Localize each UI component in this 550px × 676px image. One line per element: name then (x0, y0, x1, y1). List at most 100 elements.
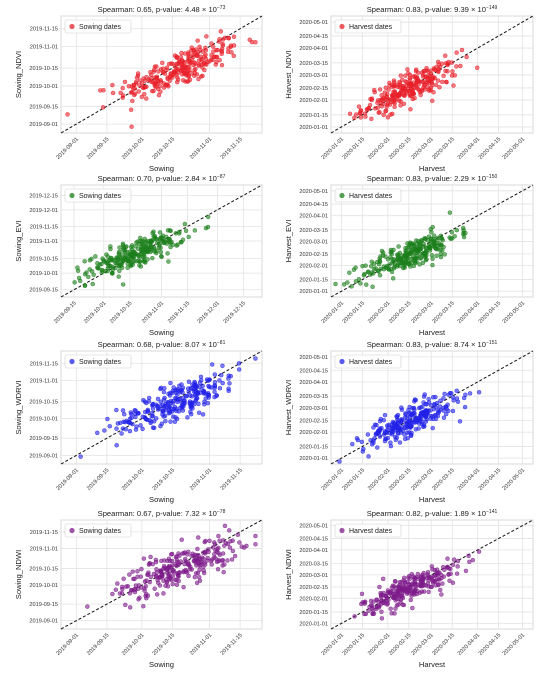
scatter-points (337, 388, 482, 464)
x-tick-label: 2019-10-15 (152, 136, 176, 160)
data-point (397, 425, 402, 431)
data-point (423, 236, 428, 242)
data-point (213, 62, 218, 67)
data-point (253, 533, 258, 539)
data-point (379, 616, 385, 621)
data-point (145, 248, 151, 254)
data-point (186, 389, 191, 395)
data-point (198, 559, 204, 565)
data-point (72, 280, 77, 285)
data-point (358, 115, 364, 120)
data-point (419, 419, 425, 424)
data-point (207, 538, 212, 544)
data-point (425, 569, 431, 575)
data-point (114, 407, 119, 413)
data-point (410, 88, 416, 93)
x-tick-label: 2019-10-01 (121, 467, 145, 491)
data-point (347, 270, 352, 275)
data-point (132, 576, 137, 582)
data-point (159, 254, 164, 259)
data-point (177, 383, 182, 388)
data-point (355, 437, 361, 443)
data-point (358, 108, 363, 114)
data-point (377, 584, 382, 590)
data-point (381, 112, 386, 118)
data-point (430, 82, 435, 88)
x-tick-label: 2019-10-15 (109, 300, 133, 324)
data-point (231, 34, 237, 39)
data-point (454, 388, 459, 394)
data-point (400, 85, 406, 91)
data-point (379, 248, 385, 254)
x-tick-label: 2020-01-15 (342, 467, 366, 491)
data-point (147, 561, 152, 566)
data-point (398, 430, 404, 435)
data-point (439, 79, 445, 85)
data-point (434, 567, 440, 572)
data-point (200, 73, 205, 79)
data-point (423, 257, 429, 263)
data-point (431, 243, 437, 249)
data-point (218, 29, 224, 34)
data-point (459, 47, 465, 53)
data-point (430, 256, 435, 261)
data-point (422, 68, 427, 74)
data-point (167, 404, 172, 409)
data-point (454, 64, 459, 69)
y-tick-label: 2019-10-01 (29, 84, 58, 90)
data-point (209, 562, 214, 567)
y-tick-label: 2020-03-01 (299, 73, 328, 79)
y-tick-label: 2020-04-01 (299, 214, 328, 220)
data-point (386, 422, 392, 428)
x-axis-label: Harvest (419, 660, 446, 669)
data-point (127, 416, 133, 421)
data-point (197, 44, 202, 50)
x-tick-label: 2019-09-01 (55, 632, 79, 656)
scatter-points (85, 523, 258, 610)
data-point (101, 88, 106, 93)
data-point (188, 60, 193, 65)
data-point (201, 61, 206, 66)
data-point (454, 50, 459, 55)
data-point (430, 224, 435, 230)
data-point (384, 596, 390, 601)
data-point (463, 392, 468, 397)
data-point (370, 284, 375, 289)
data-point (385, 101, 391, 106)
data-point (430, 425, 435, 431)
data-point (232, 553, 238, 559)
x-tick-label: 2020-03-15 (431, 632, 455, 656)
data-point (437, 404, 443, 409)
data-point (216, 550, 221, 556)
data-point (366, 454, 371, 459)
data-point (147, 579, 152, 585)
data-point (180, 78, 186, 83)
data-point (455, 558, 461, 564)
data-point (212, 552, 217, 557)
data-point (156, 78, 161, 83)
chart-title-exponent: −150 (486, 174, 497, 180)
data-point (388, 250, 394, 255)
y-tick-label: 2019-09-01 (29, 122, 58, 128)
y-tick-label: 2019-10-01 (29, 583, 58, 589)
data-point (382, 90, 388, 95)
data-point (152, 586, 157, 591)
data-point (386, 267, 391, 272)
legend-box (64, 354, 132, 369)
data-point (167, 393, 173, 398)
data-point (154, 567, 159, 572)
data-point (379, 609, 384, 614)
data-point (190, 382, 195, 387)
data-point (157, 230, 163, 235)
data-point (368, 272, 373, 277)
data-point (216, 545, 221, 551)
chart-title-exponent: −151 (486, 340, 497, 346)
chart-panel-5: 2019-09-01 2019-09-15 2019-10-01 2019-10-15… (14, 340, 263, 504)
data-point (87, 258, 93, 263)
x-tick-label: 2020-03-15 (431, 300, 455, 324)
data-point (120, 95, 125, 100)
data-point (151, 229, 156, 234)
data-point (412, 407, 417, 412)
data-point (138, 264, 144, 269)
data-point (196, 410, 202, 415)
